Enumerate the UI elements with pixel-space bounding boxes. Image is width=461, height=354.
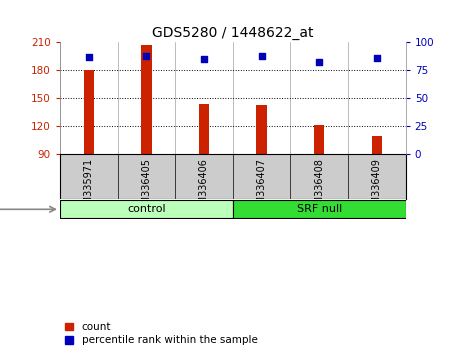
Title: GDS5280 / 1448622_at: GDS5280 / 1448622_at	[152, 26, 313, 40]
Text: GSM335971: GSM335971	[84, 158, 94, 217]
Bar	[60, 200, 233, 218]
Bar	[372, 136, 382, 154]
Point	[85, 54, 92, 60]
Text: GSM336405: GSM336405	[142, 158, 151, 217]
Bar	[83, 70, 94, 154]
Point	[373, 55, 381, 61]
Point	[315, 59, 323, 64]
Bar	[256, 105, 267, 154]
Text: SRF null: SRF null	[296, 204, 342, 214]
Bar	[314, 125, 325, 154]
Text: control: control	[127, 204, 165, 214]
Point	[258, 53, 266, 59]
Bar	[233, 200, 406, 218]
Text: GSM336408: GSM336408	[314, 158, 324, 217]
Legend: count, percentile rank within the sample: count, percentile rank within the sample	[65, 322, 258, 345]
Text: GSM336409: GSM336409	[372, 158, 382, 217]
Bar	[141, 45, 152, 154]
Text: GSM336407: GSM336407	[257, 158, 266, 217]
Point	[142, 53, 150, 59]
Point	[200, 56, 207, 62]
Text: GSM336406: GSM336406	[199, 158, 209, 217]
Bar	[199, 104, 209, 154]
